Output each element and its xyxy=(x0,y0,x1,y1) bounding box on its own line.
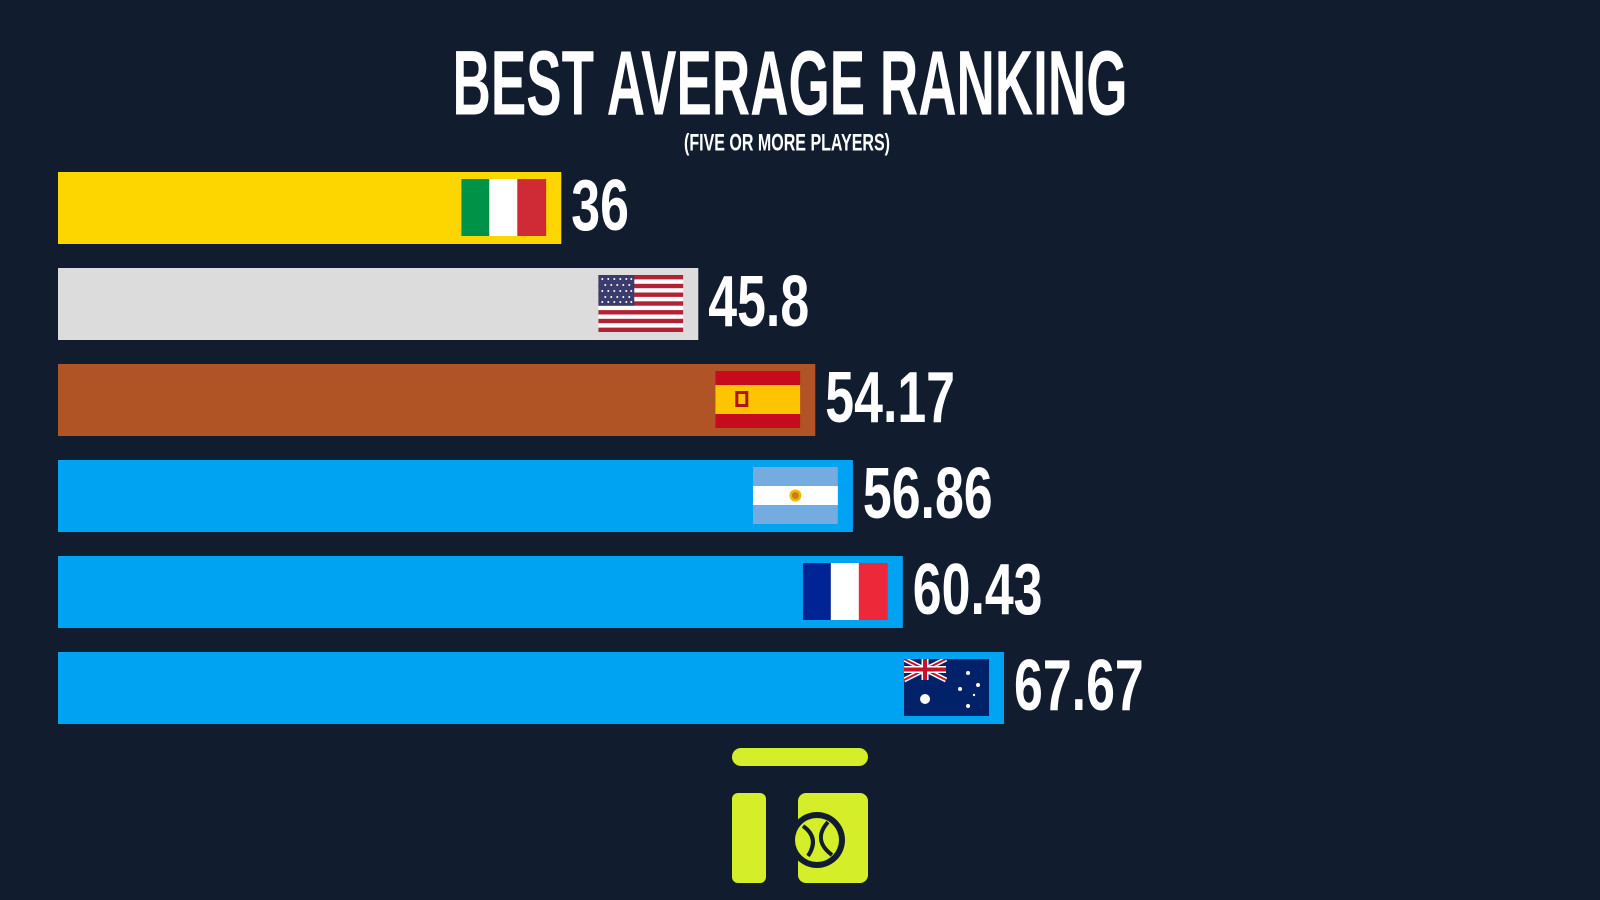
flag xyxy=(904,659,989,716)
value-label: 54.17 xyxy=(825,358,955,438)
chart-title: BEST AVERAGE RANKING xyxy=(453,32,1128,134)
flag xyxy=(802,563,888,620)
bar xyxy=(58,652,1005,724)
flag xyxy=(598,275,684,332)
flag xyxy=(715,371,801,428)
chart-subtitle: (FIVE OR MORE PLAYERS) xyxy=(684,129,890,156)
value-label-group: 67.67 xyxy=(1014,646,1144,726)
flag xyxy=(752,467,838,524)
value-label: 60.43 xyxy=(913,550,1043,630)
value-label-group: 60.43 xyxy=(913,550,1043,630)
bar xyxy=(58,364,816,436)
value-label: 67.67 xyxy=(1014,646,1144,726)
logo xyxy=(732,748,868,883)
flag xyxy=(461,179,547,236)
value-label-group: 56.86 xyxy=(863,454,993,534)
value-label-group: 36 xyxy=(571,166,629,246)
value-label: 45.8 xyxy=(708,262,809,342)
value-label-group: 54.17 xyxy=(825,358,955,438)
bar xyxy=(58,556,903,628)
value-label: 56.86 xyxy=(863,454,993,534)
value-label: 36 xyxy=(571,166,629,246)
value-label-group: 45.8 xyxy=(708,262,809,342)
bar xyxy=(58,460,853,532)
bar xyxy=(58,268,699,340)
